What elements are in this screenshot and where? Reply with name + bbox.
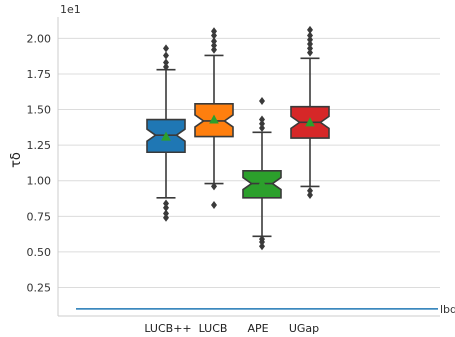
x-tick-label: LUCB++ xyxy=(144,322,191,335)
outlier-point xyxy=(307,31,313,40)
outlier-point xyxy=(163,44,169,53)
outlier-point xyxy=(259,119,265,128)
x-tick-label: APE xyxy=(247,322,268,335)
outlier-point xyxy=(307,40,313,49)
axes xyxy=(57,17,440,317)
outlier-point xyxy=(211,182,217,191)
outlier-point xyxy=(163,62,169,71)
box-lucb- xyxy=(146,44,186,222)
y-tick-label: 0.75 xyxy=(27,210,52,223)
outlier-point xyxy=(211,41,217,50)
y-tick-label: 1.75 xyxy=(27,68,52,81)
y-gridlines xyxy=(58,37,440,289)
y-tick-label: 1.50 xyxy=(27,104,52,117)
outlier-point xyxy=(211,200,217,209)
x-tick-label: UGap xyxy=(289,322,319,335)
reference-line-group: lbd xyxy=(76,303,455,316)
scale-factor-label: 1e1 xyxy=(60,3,81,16)
y-tick-label: 2.00 xyxy=(27,32,52,45)
outlier-point xyxy=(163,203,169,212)
outlier-point xyxy=(163,58,169,67)
outlier-point xyxy=(259,242,265,251)
outlier-point xyxy=(307,25,313,34)
outlier-point xyxy=(211,27,217,36)
outlier-point xyxy=(307,186,313,195)
x-tick-label: LUCB xyxy=(199,322,228,335)
outlier-point xyxy=(211,31,217,40)
outlier-point xyxy=(211,45,217,54)
outlier-point xyxy=(259,124,265,133)
y-tick-label: 1.00 xyxy=(27,175,52,188)
boxes xyxy=(146,25,330,251)
outlier-point xyxy=(307,35,313,44)
y-tick-label: 0.25 xyxy=(27,282,52,295)
y-tick-label: 1.25 xyxy=(27,139,52,152)
box-ape xyxy=(242,97,282,251)
outlier-point xyxy=(259,235,265,244)
outlier-point xyxy=(307,44,313,53)
outlier-point xyxy=(163,199,169,208)
y-tick-labels: 0.25 0.50 0.75 1.00 1.25 1.50 1.75 2.00 xyxy=(27,32,52,294)
outlier-point xyxy=(307,190,313,199)
box-ugap xyxy=(290,25,330,199)
outlier-point xyxy=(163,213,169,222)
mean-marker xyxy=(209,114,219,124)
outlier-point xyxy=(307,48,313,57)
mean-marker xyxy=(305,117,315,127)
outlier-point xyxy=(259,115,265,124)
y-axis-label: τδ xyxy=(9,152,24,168)
outlier-point xyxy=(163,51,169,60)
box-lucb xyxy=(194,27,234,209)
outlier-point xyxy=(163,209,169,218)
outlier-point xyxy=(259,97,265,106)
mean-marker xyxy=(161,131,171,141)
mean-marker xyxy=(257,178,267,188)
reference-line-label: lbd xyxy=(440,303,455,316)
x-tick-labels: LUCB++ LUCB APE UGap xyxy=(144,322,319,335)
y-tick-label: 0.50 xyxy=(27,246,52,259)
outlier-point xyxy=(211,37,217,46)
